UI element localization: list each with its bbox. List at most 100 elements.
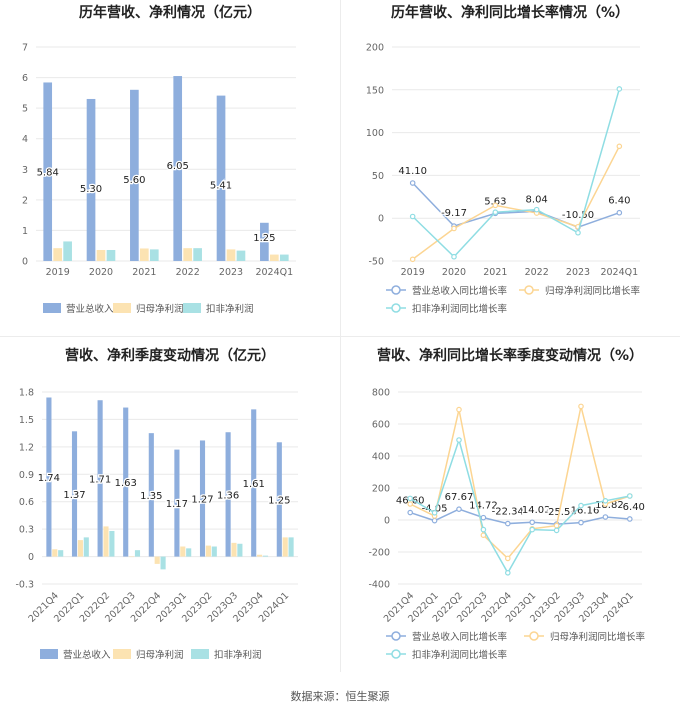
bar-revenue — [276, 442, 282, 557]
point-revenue_line — [602, 514, 609, 520]
bar-deducted — [279, 254, 289, 261]
point-profit_line — [578, 403, 584, 410]
point-revenue_line — [578, 519, 584, 526]
y-tick-label: 1 — [22, 226, 28, 237]
point-deducted_line — [602, 498, 609, 504]
bar-revenue — [173, 76, 183, 262]
data-label: 14.02 — [522, 505, 551, 516]
legend-marker — [391, 285, 401, 295]
data-label: 1.71 — [89, 474, 111, 485]
bar-deducted — [149, 249, 159, 261]
bar-deducted — [63, 241, 72, 261]
y-tick-label: -0.3 — [15, 580, 34, 591]
point-revenue_line — [407, 509, 414, 516]
x-tick-label: 2021 — [132, 267, 156, 278]
y-tick-label: 1.8 — [19, 388, 34, 399]
y-tick-label: -50 — [368, 257, 384, 268]
bar-deducted — [58, 550, 64, 557]
y-tick-label: 0.6 — [19, 497, 34, 508]
y-tick-label: 0 — [378, 214, 384, 225]
data-label: 1.61 — [243, 479, 265, 490]
y-tick-label: -400 — [368, 580, 390, 591]
y-tick-label: 0.3 — [19, 525, 34, 536]
data-label: 6.05 — [167, 161, 189, 172]
chart-title: 营收、净利同比增长率季度变动情况（%） — [377, 347, 643, 364]
legend-label: 营业总收入 — [63, 649, 111, 661]
bar-deducted — [83, 537, 89, 557]
legend-label: 归母净利润同比增长率 — [545, 285, 641, 297]
y-tick-label: 6 — [22, 73, 28, 84]
point-profit_line — [409, 256, 416, 263]
point-deducted_line — [409, 213, 416, 220]
data-label: -25.54 — [544, 507, 576, 518]
y-tick-label: 600 — [372, 420, 390, 431]
point-profit_line — [553, 522, 560, 529]
point-deducted_line — [456, 437, 462, 443]
bar-revenue — [71, 431, 78, 557]
data-label: 5.30 — [80, 184, 102, 195]
legend-label: 归母净利润同比增长率 — [550, 631, 646, 643]
x-tick-label: 2021 — [483, 267, 507, 278]
y-tick-label: 5 — [22, 104, 28, 115]
bar-revenue — [97, 400, 103, 557]
data-label: 67.67 — [445, 492, 474, 503]
quarterly-revenue-profit-chart: 营收、净利季度变动情况（亿元）-0.300.30.60.91.21.51.820… — [15, 347, 298, 661]
bar-deducted — [186, 548, 192, 557]
line-profit_line — [412, 145, 621, 260]
legend-swatch — [183, 303, 201, 313]
legend-label: 归母净利润 — [136, 649, 184, 661]
point-profit_line — [451, 225, 457, 232]
point-profit_line — [616, 143, 623, 150]
data-label: 6.40 — [623, 502, 645, 513]
data-label: 5.63 — [484, 196, 506, 207]
legend-swatch — [191, 649, 209, 659]
point-revenue_line — [505, 520, 511, 527]
data-label: -10.50 — [562, 210, 594, 221]
y-tick-label: 150 — [366, 85, 384, 96]
legend-label: 扣非净利润 — [206, 303, 254, 315]
y-tick-label: 0 — [28, 552, 34, 563]
bar-deducted — [160, 556, 166, 570]
x-tick-label: 2024Q1 — [600, 267, 638, 278]
legend-label: 扣非净利润同比增长率 — [412, 303, 508, 315]
x-tick-label: 2020 — [89, 267, 113, 278]
bar-deducted — [262, 555, 269, 557]
point-deducted_line — [407, 495, 414, 502]
data-label: 5.84 — [37, 167, 59, 178]
bar-profit — [77, 540, 83, 557]
bar-revenue — [260, 222, 269, 261]
bar-profit — [154, 556, 160, 564]
legend-swatch — [43, 303, 61, 313]
data-label: 8.04 — [526, 194, 548, 205]
point-deducted_line — [431, 510, 438, 516]
y-tick-label: 7 — [22, 43, 28, 54]
y-tick-label: 100 — [366, 128, 384, 139]
line-deducted_line — [412, 88, 621, 258]
data-label: 1.27 — [191, 495, 213, 506]
bar-revenue — [123, 407, 129, 557]
data-label: 6.40 — [608, 196, 630, 207]
y-tick-label: 1.5 — [19, 415, 34, 426]
chart-title: 营收、净利季度变动情况（亿元） — [65, 347, 275, 364]
y-tick-label: 0 — [384, 516, 390, 527]
y-tick-label: 4 — [22, 134, 28, 145]
point-revenue_line — [480, 514, 487, 521]
data-label: 1.17 — [166, 499, 188, 510]
data-label: 1.36 — [217, 490, 239, 501]
bar-profit — [103, 526, 109, 557]
data-label: 16.16 — [571, 506, 600, 517]
bar-revenue — [43, 82, 53, 261]
legend-swatch — [40, 649, 58, 659]
bar-deducted — [288, 537, 294, 557]
bar-revenue — [251, 409, 257, 557]
bar-profit — [52, 549, 58, 557]
data-label: 5.41 — [210, 181, 232, 192]
x-tick-label: 2023 — [566, 267, 590, 278]
data-label: 1.25 — [268, 495, 290, 506]
data-label: 1.25 — [253, 233, 275, 244]
point-deducted_line — [533, 206, 540, 213]
point-profit_line — [505, 555, 511, 562]
point-profit_line — [492, 202, 499, 209]
point-profit_line — [407, 501, 414, 507]
